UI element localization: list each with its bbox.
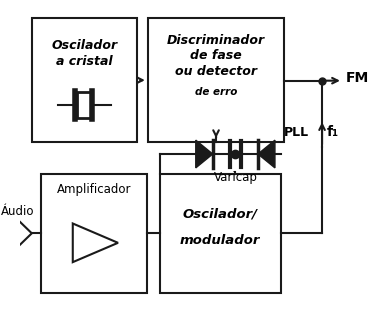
Polygon shape (196, 140, 213, 168)
FancyBboxPatch shape (32, 18, 137, 142)
Text: modulador: modulador (180, 234, 260, 247)
FancyBboxPatch shape (77, 92, 92, 118)
FancyBboxPatch shape (160, 174, 280, 293)
Text: f₁: f₁ (327, 125, 339, 139)
Text: de fase: de fase (190, 49, 242, 62)
Text: PLL: PLL (284, 126, 309, 139)
Polygon shape (258, 140, 275, 168)
Polygon shape (73, 223, 118, 262)
Text: Oscilador: Oscilador (52, 40, 118, 52)
Text: a cristal: a cristal (56, 55, 113, 68)
Text: ou detector: ou detector (175, 65, 257, 78)
Text: Áudio: Áudio (1, 205, 34, 218)
FancyBboxPatch shape (148, 18, 284, 142)
Text: FM: FM (346, 71, 369, 85)
Text: Amplificador: Amplificador (57, 183, 131, 196)
Text: Discriminador: Discriminador (167, 34, 265, 46)
Text: Oscilador/: Oscilador/ (183, 208, 258, 221)
Text: de erro: de erro (195, 86, 237, 97)
FancyBboxPatch shape (41, 174, 147, 293)
Text: Varicap: Varicap (214, 171, 257, 184)
